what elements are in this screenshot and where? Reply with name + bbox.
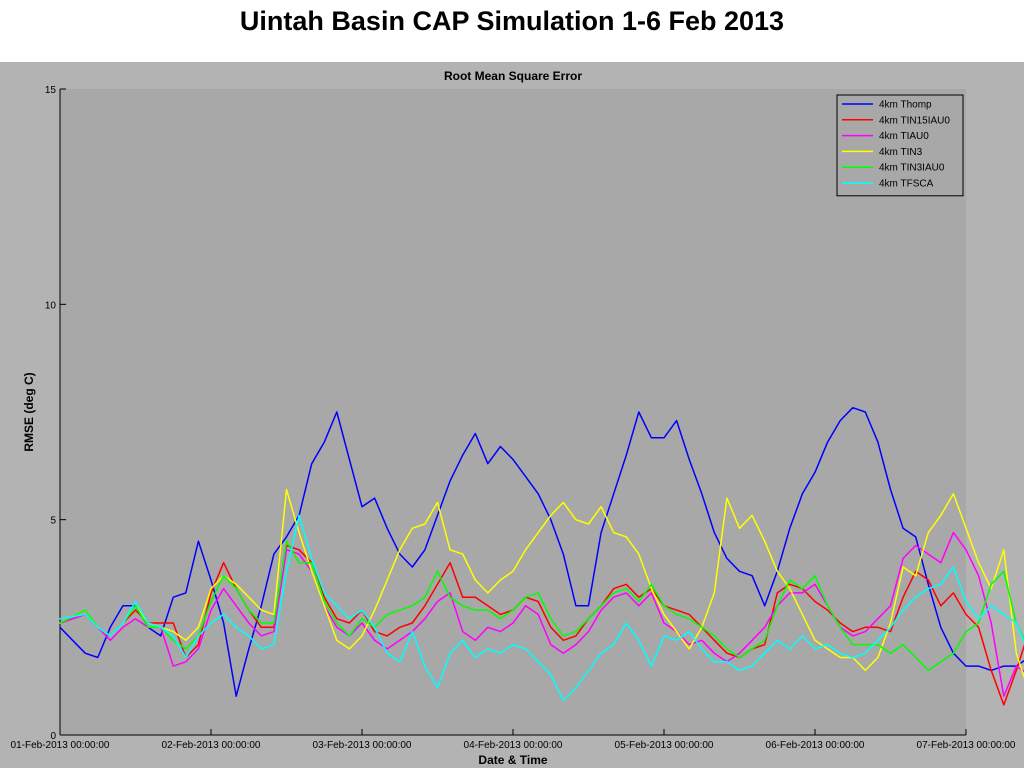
legend-label-4km-thomp: 4km Thomp: [879, 100, 932, 111]
series-line-4km-tfsca: [59, 514, 1024, 702]
x-tick-label: 01-Feb-2013 00:00:00: [11, 740, 110, 751]
y-tick-label: 15: [45, 85, 57, 96]
rmse-chart: Root Mean Square Error Date & Time RMSE …: [0, 62, 1024, 768]
series-line-4km-tin3: [59, 488, 1024, 680]
y-axis-label: RMSE (deg C): [22, 372, 36, 451]
x-axis-label: Date & Time: [478, 753, 547, 767]
series-line-4km-tiau0: [59, 531, 1024, 697]
legend-label-4km-tin3: 4km TIN3: [879, 147, 923, 158]
legend-label-4km-tfsca: 4km TFSCA: [879, 179, 934, 190]
legend-box: [836, 94, 964, 197]
legend: 4km Thomp 4km TIN15IAU0 4km TIAU0 4km TIN3 4…: [836, 94, 964, 197]
series-line-4km-tin3iau0: [59, 540, 1024, 672]
plot-area: [60, 89, 966, 735]
y-tick-label: 0: [50, 731, 56, 742]
series-line-4km-thomp: [59, 406, 1024, 697]
legend-label-4km-tiau0: 4km TIAU0: [879, 131, 929, 142]
chart-panel: Root Mean Square Error Date & Time RMSE …: [0, 62, 1024, 768]
chart-title: Root Mean Square Error: [444, 69, 582, 83]
x-tick-label: 06-Feb-2013 00:00:00: [766, 740, 865, 751]
x-tick-label: 04-Feb-2013 00:00:00: [464, 740, 563, 751]
series-layer: [59, 406, 1024, 706]
x-tick-label: 02-Feb-2013 00:00:00: [162, 740, 261, 751]
y-tick-label: 5: [50, 516, 56, 527]
legend-label-4km-tin15iau0: 4km TIN15IAU0: [879, 115, 950, 126]
axes: 0 5 10 15 01-Feb-2013 00:00:00 02-Feb-2013 00…: [11, 85, 1016, 751]
slide-title: Uintah Basin CAP Simulation 1-6 Feb 2013: [239, 6, 785, 36]
y-tick-label: 10: [45, 300, 57, 311]
x-tick-label: 07-Feb-2013 00:00:00: [917, 740, 1016, 751]
x-tick-label: 05-Feb-2013 00:00:00: [615, 740, 714, 751]
legend-label-4km-tin3iau0: 4km TIN3IAU0: [879, 163, 945, 174]
x-tick-label: 03-Feb-2013 00:00:00: [313, 740, 412, 751]
